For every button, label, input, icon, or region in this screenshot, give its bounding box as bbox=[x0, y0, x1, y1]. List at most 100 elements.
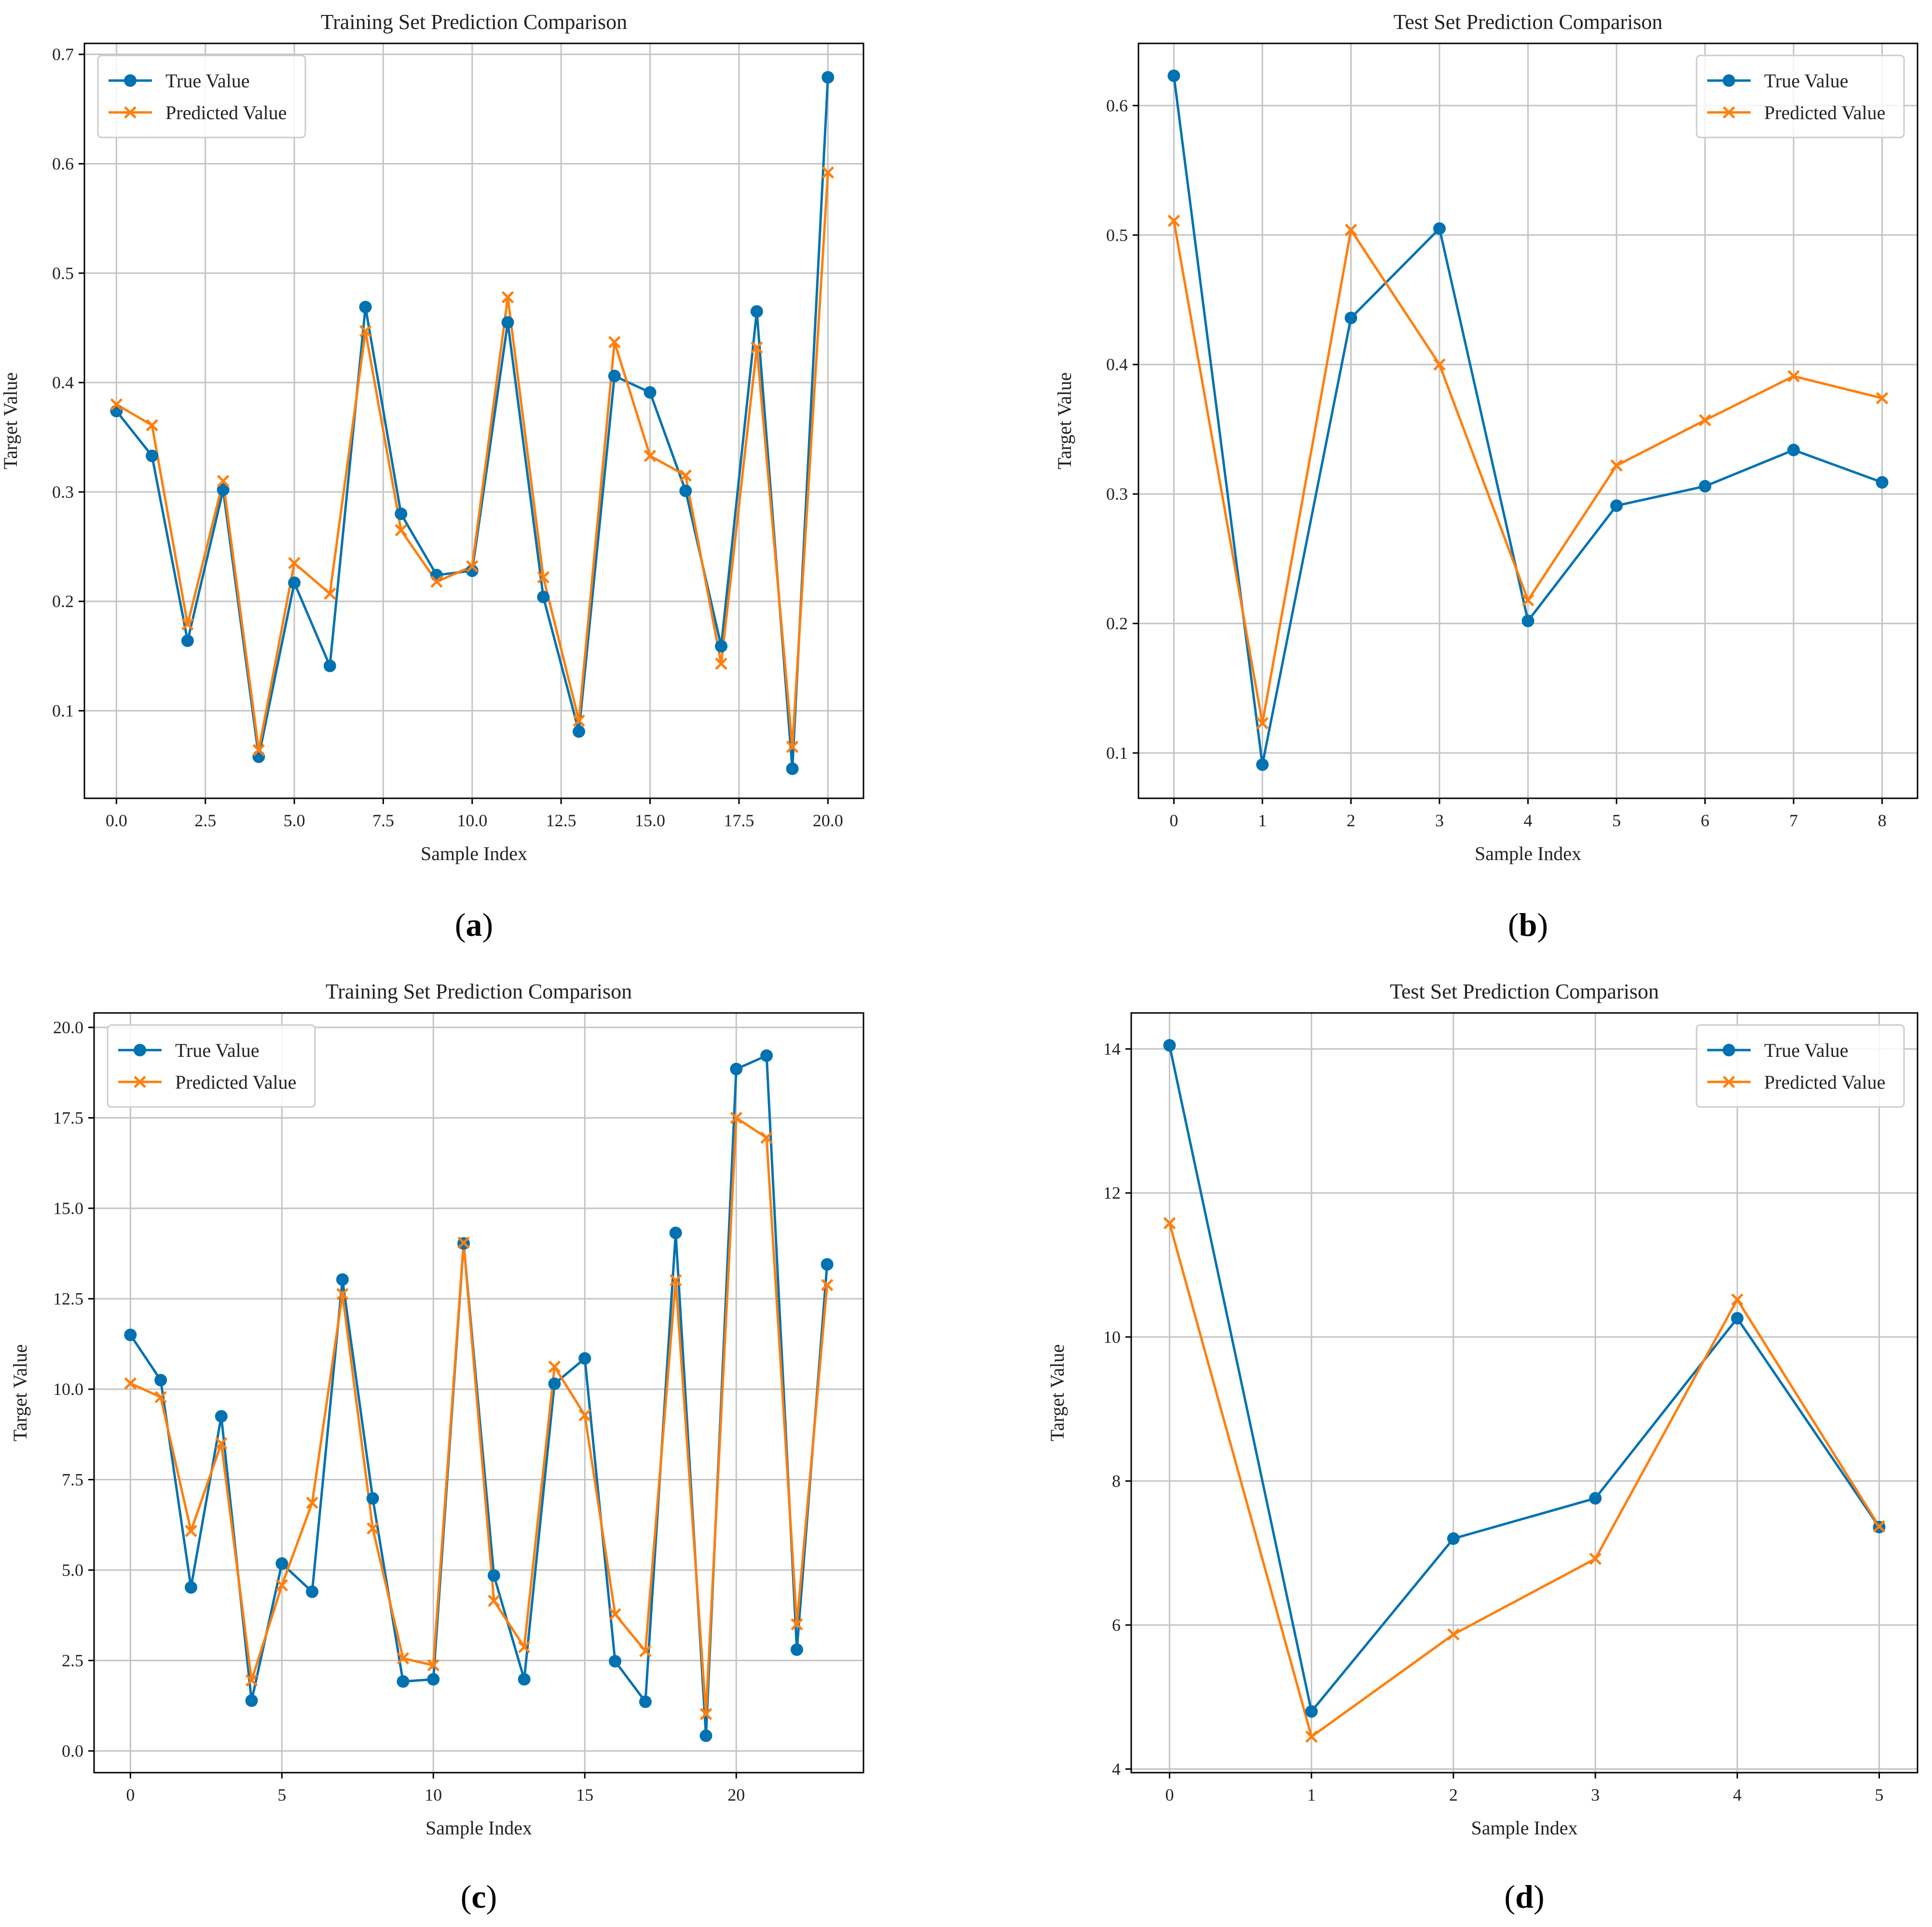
legend-true-label: True Value bbox=[1764, 70, 1848, 92]
x-stroke bbox=[1589, 1552, 1602, 1565]
x-tick-label: 10 bbox=[425, 1785, 442, 1804]
x-stroke bbox=[154, 1391, 167, 1404]
predicted-value-point bbox=[644, 450, 657, 462]
true-value-point bbox=[366, 1492, 379, 1505]
true-value-point bbox=[359, 301, 372, 314]
predicted-value-point bbox=[715, 657, 727, 670]
legend: True Value Predicted Value bbox=[1696, 55, 1905, 138]
predicted-value-point bbox=[1305, 1730, 1318, 1743]
true-value-point bbox=[154, 1374, 167, 1387]
x-stroke bbox=[750, 341, 763, 354]
true-value-point bbox=[760, 1049, 773, 1062]
x-stroke bbox=[1876, 392, 1889, 405]
y-tick-label: 17.5 bbox=[53, 1108, 83, 1128]
x-tick-label: 2.5 bbox=[194, 811, 216, 830]
predicted-value-point bbox=[548, 1360, 561, 1373]
predicted-value-point bbox=[578, 1409, 591, 1421]
predicted-value-point bbox=[217, 475, 230, 488]
x-stroke bbox=[639, 1645, 652, 1657]
y-tick-label: 0.3 bbox=[52, 482, 74, 502]
y-tick-label: 0.2 bbox=[52, 592, 74, 611]
y-axis-label: Target Value bbox=[1054, 372, 1075, 469]
panel-caption: (a) bbox=[455, 906, 493, 943]
predicted-value-point bbox=[791, 1618, 803, 1631]
x-tick-label: 0 bbox=[126, 1785, 135, 1804]
x-axis-label: Sample Index bbox=[421, 843, 527, 864]
y-tick-label: 0.0 bbox=[62, 1741, 83, 1761]
true-value-point bbox=[430, 569, 443, 582]
y-tick-label: 10.0 bbox=[53, 1380, 83, 1399]
true-value-point bbox=[215, 1410, 228, 1423]
predicted-value-point bbox=[679, 469, 692, 482]
x-stroke bbox=[608, 336, 621, 348]
x-stroke bbox=[730, 1111, 743, 1124]
x-tick-label: 8 bbox=[1878, 811, 1887, 830]
x-stroke bbox=[181, 618, 194, 631]
true-value-point bbox=[217, 483, 230, 496]
predicted-value-point bbox=[245, 1674, 258, 1687]
true-value-point bbox=[750, 305, 763, 318]
x-tick-label: 10.0 bbox=[457, 811, 487, 830]
predicted-value-point bbox=[518, 1640, 531, 1654]
true-value-point bbox=[1447, 1532, 1460, 1545]
chart-title: Test Set Prediction Comparison bbox=[1394, 10, 1663, 34]
x-stroke bbox=[537, 571, 550, 584]
caption-paren-open: ( bbox=[1508, 906, 1519, 943]
x-stroke bbox=[1787, 370, 1800, 383]
x-tick-label: 2 bbox=[1449, 1785, 1458, 1804]
y-tick-label: 0.3 bbox=[1106, 484, 1128, 504]
true-value-point bbox=[1163, 1039, 1176, 1052]
true-value-point bbox=[275, 1557, 288, 1570]
true-value-point bbox=[822, 71, 835, 84]
true-value-point bbox=[336, 1273, 349, 1286]
y-tick-label: 12.5 bbox=[53, 1289, 83, 1309]
x-stroke bbox=[669, 1274, 682, 1287]
true-value-point bbox=[397, 1675, 410, 1688]
legend: True Value Predicted Value bbox=[107, 1024, 316, 1108]
x-stroke bbox=[786, 740, 799, 753]
true-value-point bbox=[609, 1655, 622, 1667]
x-marker-icon bbox=[1723, 106, 1735, 119]
caption-paren-open: ( bbox=[461, 1878, 472, 1915]
predicted-value-point bbox=[427, 1659, 440, 1672]
x-tick-label: 15.0 bbox=[635, 811, 665, 830]
x-tick-label: 4 bbox=[1733, 1785, 1741, 1804]
x-stroke bbox=[679, 469, 692, 482]
x-stroke bbox=[488, 1594, 500, 1607]
x-stroke bbox=[644, 450, 657, 462]
x-stroke bbox=[430, 575, 443, 588]
x-marker-icon bbox=[124, 106, 137, 119]
x-stroke bbox=[609, 1608, 621, 1621]
x-stroke bbox=[366, 1522, 379, 1535]
legend-box bbox=[1696, 55, 1905, 138]
predicted-value-point bbox=[124, 1377, 137, 1390]
x-stroke bbox=[1723, 106, 1735, 119]
x-stroke bbox=[821, 1279, 834, 1291]
x-stroke bbox=[1699, 414, 1712, 426]
y-tick-label: 0.6 bbox=[1106, 96, 1128, 115]
caption-paren-close: ) bbox=[1534, 1878, 1545, 1915]
x-tick-label: 5 bbox=[1612, 811, 1621, 830]
true-value-point bbox=[1521, 615, 1535, 628]
predicted-value-point bbox=[275, 1579, 288, 1592]
predicted-value-point bbox=[1731, 1293, 1744, 1306]
x-tick-label: 0.0 bbox=[106, 811, 127, 830]
true-value-point bbox=[184, 1581, 197, 1594]
legend-predicted-label: Predicted Value bbox=[1764, 1071, 1885, 1093]
true-value-point bbox=[245, 1694, 258, 1707]
x-tick-label: 15 bbox=[576, 1785, 593, 1804]
legend: True Value Predicted Value bbox=[97, 55, 306, 138]
chart-title: Training Set Prediction Comparison bbox=[326, 980, 632, 1003]
y-tick-label: 0.7 bbox=[52, 45, 74, 64]
predicted-value-point bbox=[288, 557, 301, 570]
predicted-value-point bbox=[786, 740, 799, 753]
true-value-point bbox=[715, 640, 728, 653]
y-tick-label: 20.0 bbox=[53, 1018, 83, 1037]
y-tick-label: 14 bbox=[1103, 1039, 1121, 1059]
panel-b: 0 1 2 3 4 5 6 7 8 0.1 0.2 0.3 0.4 0.5 0.6 Test Set Pred… bbox=[1054, 10, 1918, 943]
true-value-point bbox=[487, 1569, 500, 1582]
legend-box bbox=[107, 1024, 316, 1108]
x-tick-label: 7.5 bbox=[372, 811, 394, 830]
true-value-point bbox=[1699, 480, 1712, 493]
